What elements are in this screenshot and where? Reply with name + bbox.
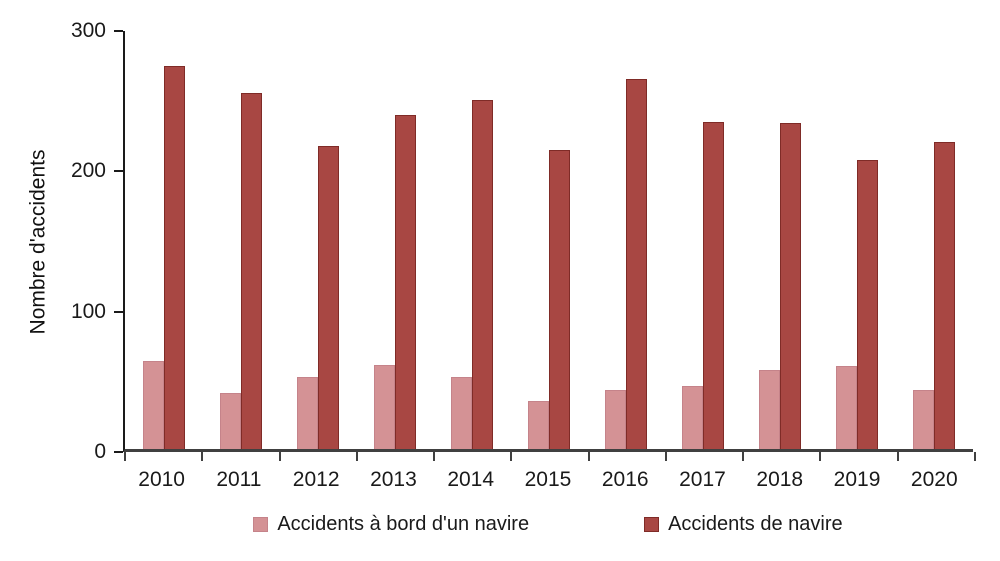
y-axis-tick: [114, 170, 123, 173]
bar-group-2020: [896, 31, 973, 449]
bar-onboard-2019: [836, 366, 858, 449]
bar-onboard-2015: [528, 401, 550, 449]
x-tick-label-2013: 2013: [370, 468, 417, 491]
bar-ship-2012: [317, 145, 339, 449]
bar-onboard-2016: [605, 390, 627, 449]
x-axis-tick: [124, 452, 126, 461]
y-tick-label: 300: [70, 19, 106, 42]
legend-label: Accidents à bord d'un navire: [277, 513, 530, 535]
x-axis-tick-labels: 2010 2011 2012 2013 2014 2015 2016 2017 2018 2019…: [123, 468, 973, 492]
x-tick-label-2011: 2011: [216, 468, 262, 491]
y-axis-title: Nombre d'accidents: [8, 31, 68, 452]
x-axis-tick: [433, 452, 436, 461]
legend-item-onboard: Accidents à bord d'un navire: [253, 513, 529, 536]
bar-group-2013: [356, 31, 433, 449]
x-axis-tick: [355, 452, 358, 461]
x-axis-tick: [742, 452, 745, 461]
bar-onboard-2017: [682, 385, 704, 449]
bar-group-2017: [665, 31, 742, 449]
x-axis-tick: [664, 452, 667, 461]
x-tick-label-2017: 2017: [679, 468, 726, 491]
chart-legend: Accidents à bord d'un navire Accidents de…: [123, 513, 973, 536]
x-tick-label-2016: 2016: [601, 468, 649, 491]
y-tick-label: 0: [94, 440, 106, 463]
legend-item-ship: Accidents de navire: [644, 513, 843, 536]
y-tick-label: 100: [70, 299, 106, 323]
x-axis-tick: [896, 452, 899, 461]
bar-ship-2014: [471, 99, 493, 449]
x-axis-tick: [510, 452, 513, 461]
bar-group-2011: [202, 31, 279, 449]
bar-ship-2020: [934, 141, 956, 449]
y-axis-tick: [114, 451, 123, 453]
x-tick-label-2012: 2012: [292, 468, 340, 491]
x-tick-label-2010: 2010: [138, 468, 185, 491]
y-tick-label: 200: [70, 159, 106, 183]
bar-ship-2015: [549, 150, 571, 449]
bar-onboard-2020: [913, 390, 935, 449]
legend-label: Accidents de navire: [668, 513, 843, 535]
bar-ship-2019: [857, 159, 879, 449]
bar-onboard-2012: [296, 377, 318, 449]
bar-ship-2017: [703, 122, 725, 449]
legend-swatch-icon: [253, 517, 269, 532]
x-tick-label-2018: 2018: [756, 468, 804, 491]
bar-group-2018: [742, 31, 819, 449]
bar-onboard-2014: [450, 377, 472, 449]
x-axis-tick: [587, 452, 590, 461]
bar-ship-2016: [626, 78, 648, 449]
plot-area: [114, 30, 976, 461]
x-tick-label-2019: 2019: [833, 468, 881, 491]
legend-swatch-icon: [644, 517, 660, 532]
bar-group-2016: [588, 31, 665, 449]
x-tick-label-2020: 2020: [910, 468, 958, 491]
bar-onboard-2011: [219, 392, 241, 449]
x-axis-tick: [278, 452, 281, 461]
bar-group-2014: [433, 31, 510, 449]
bar-onboard-2013: [373, 364, 395, 449]
y-axis-tick: [114, 310, 123, 313]
x-tick-label-2014: 2014: [447, 468, 495, 491]
bar-ship-2010: [163, 65, 185, 449]
bar-onboard-2010: [142, 360, 164, 449]
x-axis-tick: [201, 452, 204, 461]
x-axis-tick: [974, 452, 976, 461]
x-axis-tick: [819, 452, 822, 461]
bar-ship-2011: [240, 92, 262, 449]
bar-groups: [125, 31, 973, 449]
bar-group-2012: [279, 31, 356, 449]
y-axis-tick: [114, 30, 123, 32]
bar-group-2015: [510, 31, 587, 449]
bar-onboard-2018: [759, 370, 781, 449]
bar-ship-2013: [394, 115, 416, 449]
bar-ship-2018: [780, 123, 802, 449]
bar-group-2010: [125, 31, 202, 449]
bar-group-2019: [819, 31, 896, 449]
x-tick-label-2015: 2015: [524, 468, 572, 491]
